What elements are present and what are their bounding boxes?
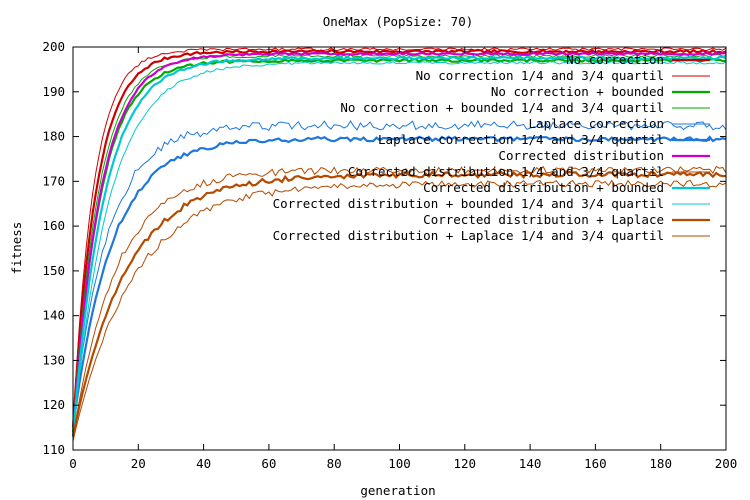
- legend-label: Corrected distribution 1/4 and 3/4 quart…: [348, 164, 664, 179]
- y-tick-label: 170: [42, 173, 65, 188]
- legend-label: Corrected distribution + Laplace: [423, 212, 664, 227]
- y-axis-label: fitness: [9, 222, 24, 275]
- series-line: [71, 57, 726, 433]
- legend-label: Laplace correction 1/4 and 3/4 quartil: [378, 132, 664, 147]
- legend-label: No correction: [566, 52, 664, 67]
- y-tick-label: 150: [42, 263, 65, 278]
- x-tick-label: 200: [715, 456, 738, 471]
- plot-frame: [72, 46, 727, 451]
- legend-label: Laplace correction: [529, 116, 664, 131]
- y-tick-label: 180: [42, 129, 65, 144]
- y-tick-label: 160: [42, 218, 65, 233]
- chart-title: OneMax (PopSize: 70): [323, 14, 474, 29]
- legend-label: No correction + bounded: [491, 84, 664, 99]
- x-tick-label: 140: [519, 456, 542, 471]
- series-line: [71, 55, 727, 437]
- ticks-layer: 0 20 40 60 80 100 120 140 160 180 200 110 120 130 140 1…: [42, 39, 737, 471]
- y-tick-label: 200: [42, 39, 65, 54]
- series-line: [72, 119, 727, 424]
- legend-label: Corrected distribution + bounded: [423, 180, 664, 195]
- x-tick-label: 20: [131, 456, 146, 471]
- y-tick-label: 110: [42, 442, 65, 457]
- legend-label: Corrected distribution + bounded 1/4 and…: [273, 196, 664, 211]
- x-tick-label: 80: [327, 456, 342, 471]
- x-tick-label: 40: [196, 456, 211, 471]
- series-line: [72, 60, 727, 437]
- x-tick-label: 160: [584, 456, 607, 471]
- y-tick-label: 130: [42, 352, 65, 367]
- series-line: [71, 135, 727, 428]
- x-tick-label: 60: [261, 456, 276, 471]
- legend-label: No correction 1/4 and 3/4 quartil: [416, 68, 664, 83]
- series-layer: [71, 47, 727, 442]
- y-tick-label: 140: [42, 308, 65, 323]
- x-tick-label: 100: [388, 456, 411, 471]
- legend-label: No correction + bounded 1/4 and 3/4 quar…: [340, 100, 664, 115]
- x-tick-label: 180: [649, 456, 672, 471]
- legend-label: Corrected distribution + Laplace 1/4 and…: [273, 228, 664, 243]
- series-line: [71, 170, 726, 437]
- y-tick-label: 190: [42, 84, 65, 99]
- y-tick-label: 120: [42, 397, 65, 412]
- series-line: [72, 179, 727, 442]
- x-tick-label: 0: [69, 456, 77, 471]
- series-line: [72, 165, 727, 437]
- x-axis-label: generation: [360, 483, 435, 498]
- x-tick-label: 120: [454, 456, 477, 471]
- legend-label: Corrected distribution: [498, 148, 664, 163]
